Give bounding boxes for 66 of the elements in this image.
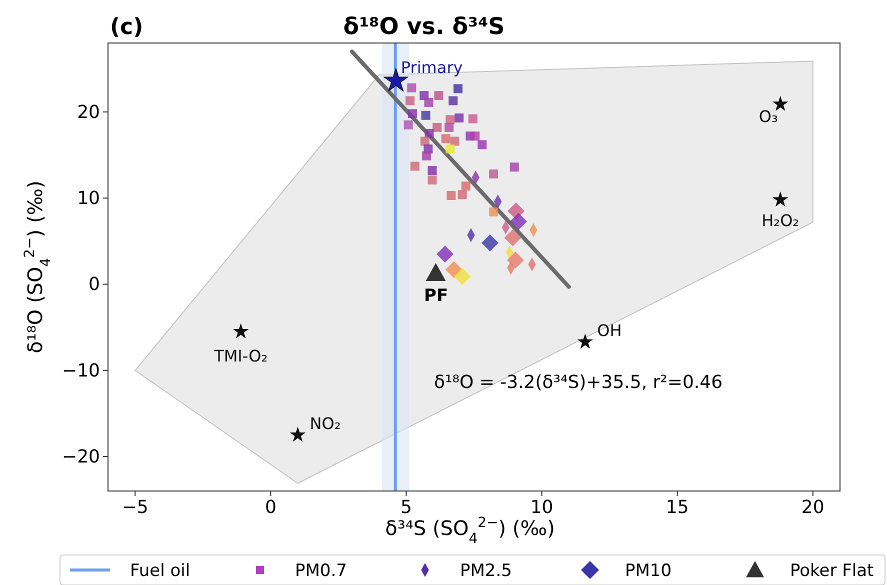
point — [448, 96, 458, 106]
y-tick-label: 10 — [77, 188, 100, 210]
y-tick-label: 20 — [77, 102, 100, 123]
series-label: OH — [597, 320, 622, 340]
point — [432, 122, 442, 132]
legend-label: Poker Flat — [790, 561, 874, 581]
legend-label: Fuel oil — [130, 561, 190, 581]
point — [446, 144, 455, 154]
point — [470, 132, 480, 141]
point — [450, 136, 460, 146]
y-tick-label: −10 — [62, 360, 100, 382]
point — [510, 212, 527, 230]
point — [428, 175, 437, 184]
point — [461, 182, 470, 191]
point — [478, 140, 487, 150]
series-label: TMI-O₂ — [213, 346, 268, 366]
point — [407, 83, 416, 92]
point — [434, 91, 444, 100]
point — [489, 169, 498, 178]
point — [406, 96, 415, 106]
x-tick-label: 20 — [801, 497, 824, 518]
x-axis-title: δ³⁴S (SO$_{4}$$^{2−}$) (‰) — [385, 515, 555, 547]
point — [410, 162, 420, 171]
series-label: O₃ — [758, 107, 778, 126]
annotation: δ¹⁸O = -3.2(δ³⁴S)+35.5, r²=0.46 — [434, 372, 723, 393]
series-label: NO₂ — [310, 414, 341, 433]
point — [454, 113, 464, 122]
legend-label: PM2.5 — [460, 561, 512, 581]
text: (c) — [110, 15, 144, 40]
point — [458, 190, 467, 200]
point — [290, 427, 306, 442]
point — [420, 136, 430, 146]
x-tick-label: 10 — [530, 497, 554, 518]
point — [421, 110, 430, 120]
y-tick-label: −20 — [62, 446, 100, 468]
point — [446, 115, 455, 124]
point — [773, 96, 788, 110]
point — [773, 192, 788, 206]
point — [441, 134, 450, 144]
y-tick-label: 0 — [88, 274, 100, 296]
point — [444, 122, 454, 132]
series-label: H₂O₂ — [762, 210, 800, 230]
x-tick-label: 0 — [264, 497, 276, 518]
annotation: PF — [424, 286, 448, 306]
point — [424, 128, 434, 138]
point — [428, 166, 437, 176]
point — [454, 84, 463, 94]
point — [234, 324, 248, 338]
series-label: Primary — [400, 58, 463, 77]
x-tick-label: 15 — [666, 497, 689, 518]
point — [446, 190, 456, 200]
point — [408, 109, 417, 118]
point — [578, 334, 592, 348]
point — [422, 151, 432, 160]
x-tick-label: −5 — [122, 497, 148, 518]
legend-label: PM10 — [625, 561, 672, 581]
legend-label: PM0.7 — [295, 561, 347, 581]
point — [510, 162, 519, 172]
point — [481, 234, 498, 252]
point — [468, 114, 478, 124]
chart-title: δ¹⁸O vs. δ³⁴S — [343, 14, 505, 40]
point — [424, 98, 434, 107]
x-tick-label: 5 — [400, 497, 412, 518]
point — [426, 263, 446, 282]
point — [404, 120, 413, 130]
point — [436, 246, 454, 263]
